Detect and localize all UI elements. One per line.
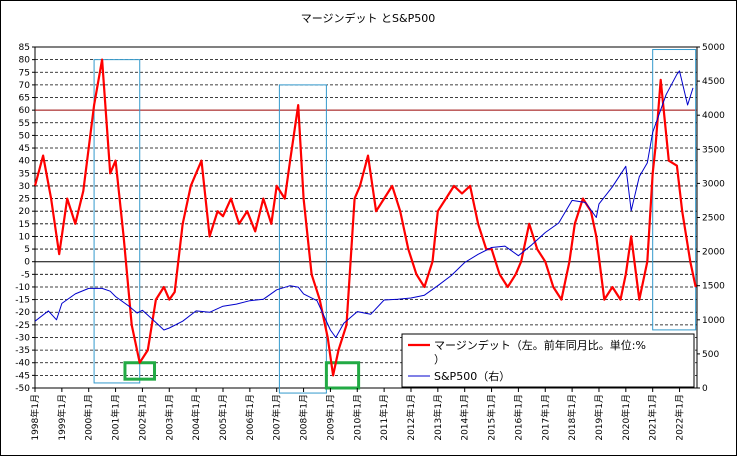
x-tick-label: 2004年1月 (190, 394, 202, 441)
left-tick-label: 45 (19, 144, 30, 154)
left-tick-label: 70 (19, 81, 31, 91)
x-tick-label: 2010年1月 (351, 394, 363, 441)
left-tick-label: -40 (15, 359, 30, 369)
right-tick-label: 0 (702, 384, 708, 394)
x-tick-label: 2021年1月 (647, 394, 659, 441)
x-tick-label: 2019年1月 (593, 394, 605, 441)
x-tick-label: 2014年1月 (459, 394, 471, 441)
left-tick-label: -5 (21, 270, 30, 280)
left-tick-label: 0 (24, 258, 30, 268)
legend-box (401, 333, 695, 388)
left-tick-label: -45 (15, 371, 30, 381)
plot-area (34, 46, 698, 389)
x-tick-label: 1999年1月 (56, 394, 68, 441)
axes: 8580757065605550454035302520151050-5-10-… (15, 43, 725, 441)
left-tick-label: 35 (19, 169, 30, 179)
left-tick-label: -50 (15, 384, 30, 394)
highlight-box (93, 59, 141, 384)
x-tick-label: 2006年1月 (244, 394, 256, 441)
left-tick-label: -10 (15, 283, 30, 293)
x-tick-label: 2016年1月 (512, 394, 524, 441)
x-tick-label: 2012年1月 (405, 394, 417, 441)
left-tick-label: -35 (15, 346, 30, 356)
x-tick-label: 2015年1月 (486, 394, 498, 441)
left-tick-label: 5 (24, 245, 30, 255)
x-tick-label: 2001年1月 (110, 394, 122, 441)
right-tick-label: 3500 (702, 145, 725, 155)
right-tick-label: 1000 (702, 316, 725, 326)
right-tick-label: 3000 (702, 179, 725, 189)
x-tick-label: 2018年1月 (566, 394, 578, 441)
left-tick-label: 50 (19, 131, 31, 141)
series-layer (33, 58, 697, 377)
right-tick-label: 2500 (702, 214, 725, 224)
x-tick-label: 2003年1月 (163, 394, 175, 441)
x-tick-label: 2002年1月 (136, 394, 148, 441)
left-tick-label: 75 (19, 68, 30, 78)
x-tick-label: 2000年1月 (83, 394, 95, 441)
left-tick-label: 30 (19, 182, 31, 192)
x-tick-label: 2005年1月 (217, 394, 229, 441)
x-tick-label: 2011年1月 (378, 394, 390, 441)
left-tick-label: -15 (15, 296, 30, 306)
sp500-line (34, 70, 694, 338)
legend-label-sp500: S&P500（右） (434, 369, 510, 383)
left-tick-label: 15 (19, 220, 30, 230)
left-tick-label: 25 (19, 195, 30, 205)
x-tick-label: 2017年1月 (539, 394, 551, 441)
x-tick-label: 2022年1月 (674, 394, 686, 441)
right-tick-label: 1500 (702, 282, 725, 292)
x-tick-label: 1998年1月 (29, 394, 41, 441)
left-tick-label: -30 (15, 333, 30, 343)
left-tick-label: 65 (19, 94, 30, 104)
right-tick-label: 5000 (702, 43, 725, 53)
bottom-marker-box (324, 361, 361, 390)
margin-debt-line (33, 58, 697, 377)
left-tick-label: 20 (19, 207, 31, 217)
grid (34, 46, 698, 389)
x-tick-label: 2013年1月 (432, 394, 444, 441)
x-tick-label: 2009年1月 (324, 394, 336, 441)
left-tick-label: 60 (19, 106, 31, 116)
right-tick-label: 500 (702, 350, 719, 360)
legend: マージンデット（左。前年同月比。単位:%） S&P500（右） (401, 333, 695, 388)
left-tick-label: -25 (15, 321, 30, 331)
left-tick-label: 55 (19, 119, 30, 129)
left-tick-label: 10 (19, 232, 31, 242)
left-tick-label: 40 (19, 157, 31, 167)
right-tick-label: 2000 (702, 248, 725, 258)
x-tick-label: 2020年1月 (620, 394, 632, 441)
chart-title: マージンデット とS&P500 (301, 11, 435, 25)
left-tick-label: 80 (19, 56, 31, 66)
left-tick-label: 85 (19, 43, 30, 53)
highlight-box (278, 84, 327, 394)
left-tick-label: -20 (15, 308, 30, 318)
right-tick-label: 4500 (702, 77, 725, 87)
legend-label-margin-debt-end: ） (434, 353, 445, 366)
legend-label-margin-debt: マージンデット（左。前年同月比。単位:% (434, 338, 646, 352)
x-tick-label: 2008年1月 (298, 394, 310, 441)
right-tick-label: 4000 (702, 111, 725, 121)
x-tick-label: 2007年1月 (271, 394, 283, 441)
